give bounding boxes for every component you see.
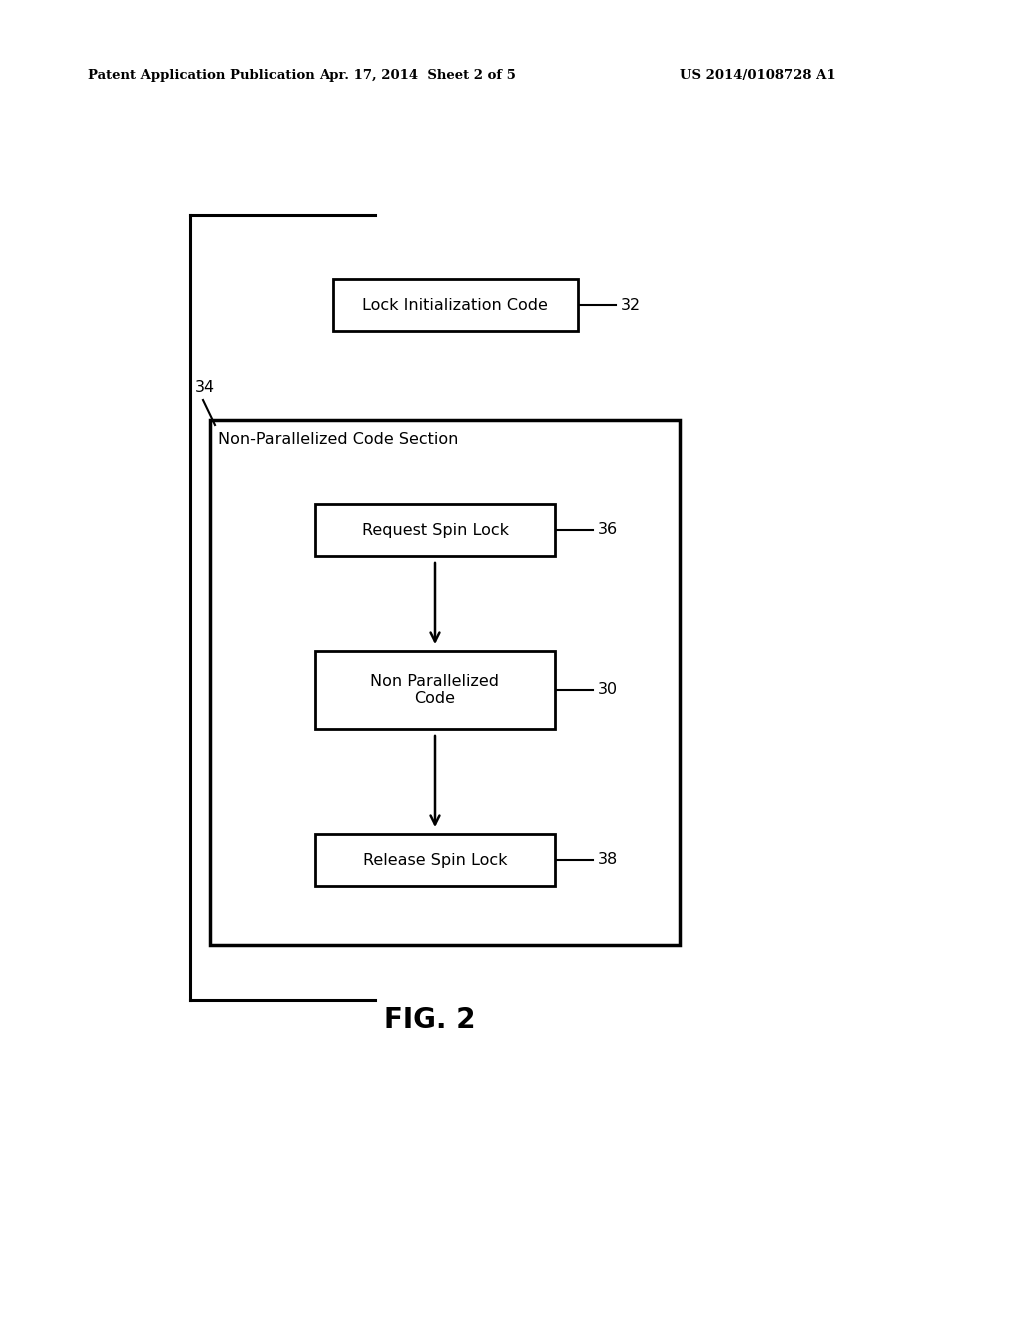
Bar xyxy=(210,420,680,945)
Text: 32: 32 xyxy=(621,297,641,313)
Text: Patent Application Publication: Patent Application Publication xyxy=(88,69,314,82)
Bar xyxy=(315,834,555,886)
Bar xyxy=(333,279,578,331)
Text: Non Parallelized
Code: Non Parallelized Code xyxy=(371,673,500,706)
Text: 38: 38 xyxy=(598,853,618,867)
Text: Lock Initialization Code: Lock Initialization Code xyxy=(362,297,548,313)
Text: FIG. 2: FIG. 2 xyxy=(384,1006,476,1034)
Text: Release Spin Lock: Release Spin Lock xyxy=(362,853,507,867)
Bar xyxy=(315,651,555,729)
Bar xyxy=(315,504,555,556)
Text: Request Spin Lock: Request Spin Lock xyxy=(361,523,509,537)
Text: US 2014/0108728 A1: US 2014/0108728 A1 xyxy=(680,69,836,82)
Text: 36: 36 xyxy=(598,523,618,537)
Text: Apr. 17, 2014  Sheet 2 of 5: Apr. 17, 2014 Sheet 2 of 5 xyxy=(319,69,516,82)
Text: 30: 30 xyxy=(598,682,618,697)
Text: 34: 34 xyxy=(195,380,215,396)
Text: Non-Parallelized Code Section: Non-Parallelized Code Section xyxy=(218,433,459,447)
